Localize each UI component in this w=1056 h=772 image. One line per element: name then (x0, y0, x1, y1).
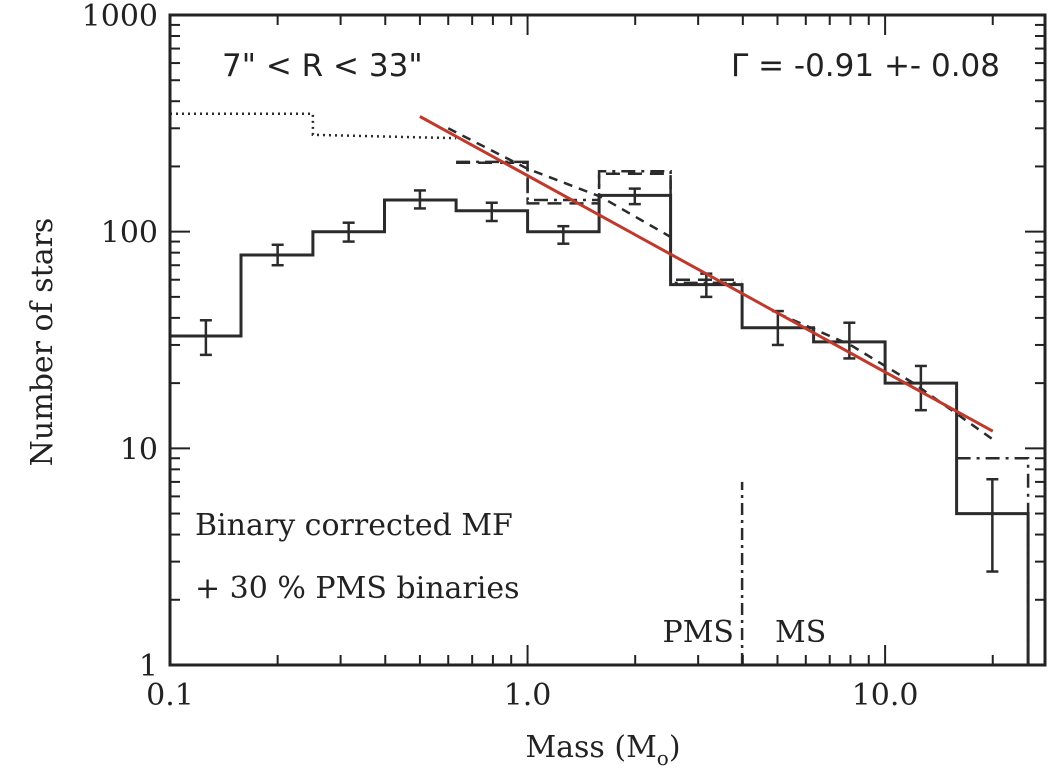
legend-line-2: + 30 % PMS binaries (195, 571, 520, 606)
x-axis-title-close: ) (669, 730, 681, 765)
x-axis-title: Mass (Mo) (525, 730, 680, 770)
annotation-pms: PMS (663, 615, 734, 650)
y-axis-title: Number of stars (25, 218, 60, 467)
x-tick-label: 0.1 (146, 678, 194, 713)
x-axis-title-main: Mass (M (525, 730, 656, 765)
annotation-ms: MS (775, 615, 826, 650)
annotation-slope: Γ = -0.91 +- 0.08 (731, 48, 1000, 84)
series-dash-dot-histogram (456, 160, 743, 285)
y-tick-label: 100 (101, 216, 158, 251)
series-group (168, 112, 1030, 665)
annotation-radius-range: 7" < R < 33" (222, 48, 423, 84)
x-tick-label: 10.0 (852, 678, 919, 713)
axes: 0.1 1.0 10.0 1 10 100 1000 (82, 0, 1047, 713)
series-dashed-curve (777, 312, 994, 441)
plot-frame (168, 13, 1047, 667)
legend-line-1: Binary corrected MF (195, 508, 513, 543)
series-dash-dot-histogram (956, 456, 1030, 665)
x-tick-label: 1.0 (504, 678, 552, 713)
y-tick-label: 10 (120, 432, 158, 467)
x-axis-title-sub: o (657, 746, 669, 770)
series-dotted-histogram (170, 112, 457, 140)
y-tick-label: 1000 (82, 0, 158, 34)
series-dashed-curve (447, 127, 671, 238)
series-fit-line (419, 115, 994, 433)
y-tick-label: 1 (139, 649, 158, 684)
